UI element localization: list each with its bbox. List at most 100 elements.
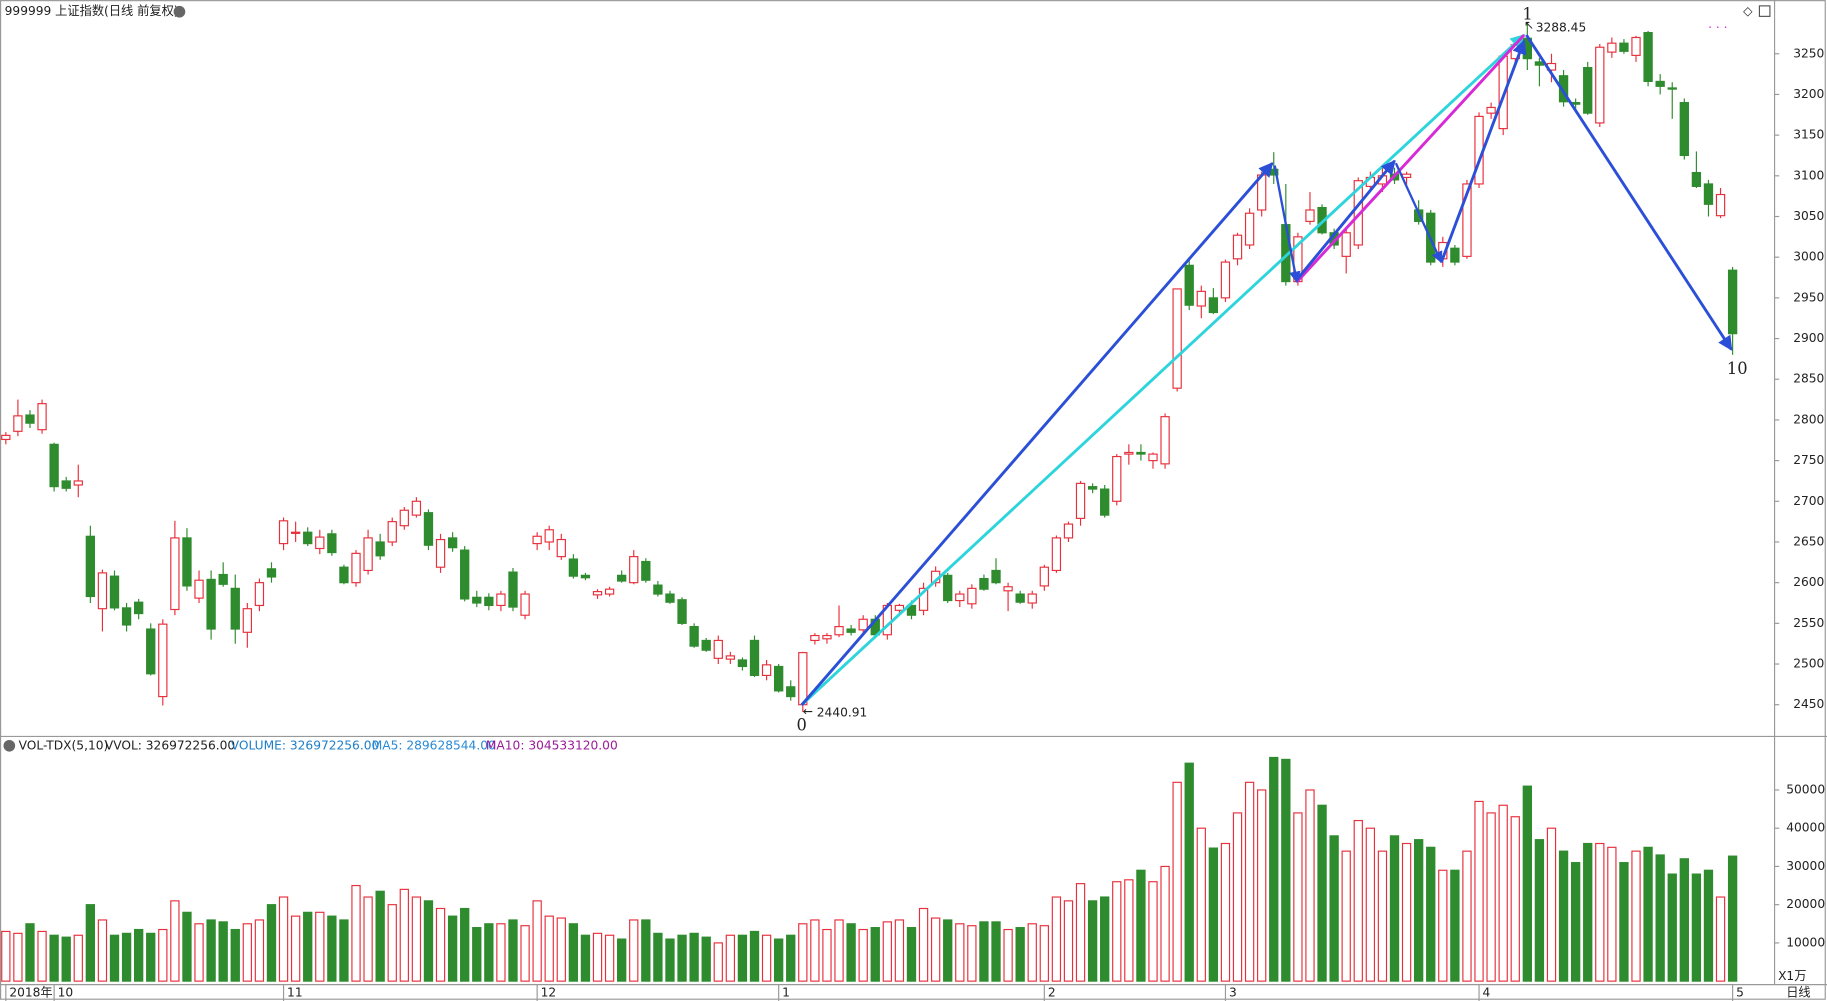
- candle-body: [399, 509, 409, 527]
- volume-bar: [1715, 896, 1726, 982]
- volume-bar: [1522, 785, 1532, 982]
- diamond-icon[interactable]: ◇: [1743, 4, 1753, 18]
- candle-body: [1003, 586, 1013, 592]
- volume-bar: [1353, 819, 1363, 982]
- y-tick-label: 2600: [1793, 575, 1824, 589]
- volume-bar: [1148, 881, 1158, 982]
- volume-legend: MA10: 304533120.00: [486, 738, 618, 752]
- candle-body: [532, 535, 542, 545]
- x-tick-label: 10: [58, 985, 74, 999]
- candle-body: [1305, 209, 1315, 222]
- volume-bar: [943, 919, 953, 982]
- candle-body: [556, 538, 566, 558]
- candle-body: [713, 639, 723, 659]
- volume-bar: [1486, 812, 1496, 982]
- candle-body: [194, 579, 204, 599]
- volume-bar: [1317, 804, 1327, 982]
- volume-bar: [955, 923, 965, 982]
- candle-body: [1075, 482, 1086, 519]
- volume-bar: [1534, 839, 1545, 982]
- volume-bar: [508, 919, 518, 982]
- candle-body: [61, 480, 71, 489]
- candle-body: [339, 566, 349, 584]
- volume-bar: [496, 923, 506, 982]
- volume-bar: [278, 896, 289, 982]
- volume-bar: [629, 919, 639, 982]
- volume-bar: [641, 919, 651, 982]
- volume-bar: [327, 915, 337, 982]
- volume-bar: [713, 942, 723, 982]
- wave-label: 10: [1727, 359, 1748, 378]
- high-annotation: 3288.45: [1536, 21, 1587, 35]
- volume-bar: [1365, 827, 1376, 982]
- volume-bar: [375, 890, 385, 982]
- volume-bar: [798, 923, 808, 982]
- candle-body: [604, 588, 615, 595]
- candle-body: [1450, 247, 1460, 263]
- candle-body: [641, 560, 651, 581]
- x-tick-label: 2018年: [9, 985, 52, 999]
- volume-bar: [737, 934, 748, 982]
- candle-body: [955, 593, 965, 602]
- candle-body: [460, 549, 470, 600]
- volume-bar: [206, 919, 216, 982]
- candle-body: [351, 552, 361, 584]
- candle-body: [979, 578, 989, 590]
- candle-body: [1051, 537, 1062, 572]
- candle-body: [1015, 593, 1025, 603]
- y-tick-label: 3000: [1793, 250, 1824, 264]
- candle-body: [568, 558, 579, 577]
- candle-body: [544, 529, 554, 543]
- wave-line: [1439, 39, 1527, 263]
- y-tick-label: 2900: [1793, 331, 1824, 345]
- y-tick-label: 50000: [1786, 782, 1825, 796]
- candle-body: [158, 623, 168, 698]
- wave-line: [1525, 34, 1733, 351]
- volume-bar: [1438, 869, 1448, 982]
- volume-bar: [858, 928, 868, 982]
- window-icon[interactable]: [1758, 5, 1771, 17]
- volume-bar: [894, 919, 905, 982]
- volume-bar: [1027, 923, 1037, 982]
- volume-bar: [1667, 873, 1677, 982]
- volume-bar: [1570, 862, 1581, 982]
- y-tick-label: 2750: [1793, 453, 1824, 467]
- y-tick-label: 40000: [1786, 821, 1825, 835]
- volume-bar: [532, 900, 542, 982]
- volume-bar: [303, 911, 313, 982]
- wave-line: [1394, 162, 1443, 264]
- volume-bar: [1281, 758, 1291, 982]
- volume-bar: [1172, 781, 1182, 982]
- candle-body: [484, 596, 494, 607]
- wave-line: [1295, 159, 1396, 281]
- candle-body: [1341, 232, 1351, 257]
- volume-indicator: VOL-TDX(5,10): [19, 738, 109, 752]
- candle-body: [1703, 183, 1714, 205]
- candle-body: [617, 574, 627, 582]
- volume-menu-icon[interactable]: [3, 739, 16, 752]
- volume-bar: [339, 919, 349, 982]
- candle-body: [218, 573, 228, 585]
- wave-line: [1295, 34, 1526, 284]
- candle-body: [85, 535, 96, 598]
- title-menu-icon[interactable]: [173, 5, 186, 18]
- volume-bar: [1015, 927, 1025, 982]
- volume-bar: [677, 934, 687, 982]
- candle-body: [520, 593, 530, 616]
- y-tick-label: 10000: [1786, 935, 1825, 949]
- candle-body: [1, 434, 11, 441]
- candle-body: [1558, 75, 1569, 103]
- candle-body: [25, 414, 35, 424]
- wave-label: 0: [796, 715, 806, 734]
- volume-legend: MA5: 289628544.00: [372, 738, 496, 752]
- candle-body: [206, 578, 216, 630]
- y-tick-label: 2550: [1793, 616, 1824, 630]
- volume-bar: [447, 915, 458, 982]
- candle-body: [109, 575, 120, 609]
- volume-bar: [85, 904, 96, 982]
- y-tick-label: 2650: [1793, 534, 1824, 548]
- volume-bar: [1450, 869, 1460, 982]
- volume-bar: [653, 932, 663, 982]
- volume-bar: [49, 934, 59, 982]
- volume-bar: [1607, 846, 1617, 982]
